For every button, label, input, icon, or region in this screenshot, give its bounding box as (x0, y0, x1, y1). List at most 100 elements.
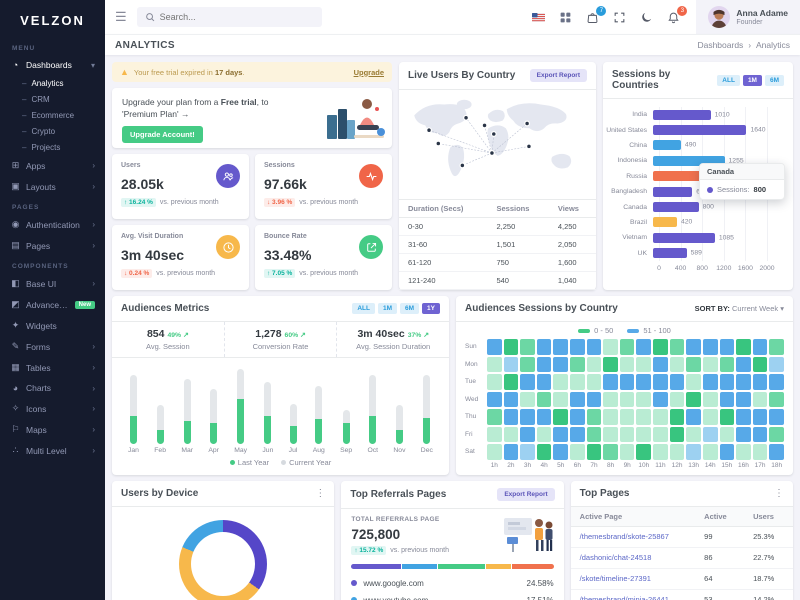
forms-icon: ✎ (11, 341, 20, 351)
heatmap-col-label: 16h (738, 461, 749, 469)
export-report-button[interactable]: Export Report (497, 487, 555, 501)
x-tick: Jun (262, 447, 274, 454)
kpi-avg-session: 854 49% ↗ Avg. Session (112, 322, 225, 357)
heatmap-cell (719, 374, 735, 390)
live-users-table: Duration (Secs) Sessions Views 0-30 2,250 4,… (399, 199, 596, 290)
heatmap-cell (769, 409, 784, 425)
tab-1y[interactable]: 1Y (422, 303, 440, 314)
x-tick: Sep (340, 447, 353, 454)
page-link[interactable]: /skote/timeline-27391 (579, 574, 651, 583)
export-report-button[interactable]: Export Report (529, 69, 587, 82)
tab-6m[interactable]: 6M (764, 74, 784, 86)
heatmap-cell (636, 409, 652, 425)
sidebar-item-pages[interactable]: ▤ Pages › (0, 235, 105, 256)
tab-all[interactable]: ALL (717, 74, 740, 86)
page-link[interactable]: /themesbrand/skote-25867 (579, 532, 669, 541)
page-link[interactable]: /dashonic/chat-24518 (579, 553, 652, 562)
search-input[interactable] (159, 12, 314, 22)
fullscreen-icon[interactable] (613, 11, 626, 24)
breadcrumb-current: Analytics (755, 40, 790, 50)
heatmap-cell (586, 409, 602, 425)
card-menu-icon[interactable]: ⋮ (315, 487, 326, 499)
referral-site[interactable]: www.google.com (363, 578, 424, 588)
sidebar-item-dashboards[interactable]: ◔ Dashboards ▾ (0, 55, 105, 75)
bar: 1010 (653, 109, 730, 120)
stacked-bar-jan: Jan (128, 375, 139, 454)
heatmap-cell (603, 391, 618, 407)
upgrade-account-button[interactable]: Upgrade Account! (122, 125, 203, 143)
dark-mode-moon-icon[interactable] (640, 11, 653, 24)
submenu-dash-icon: – (22, 110, 27, 120)
tab-all[interactable]: ALL (352, 303, 375, 314)
sidebar-item-widgets[interactable]: ✦ Widgets (0, 315, 105, 336)
sidebar-item-advance-ui[interactable]: ◩ Advance UI New (0, 294, 105, 315)
sidebar-item-crypto[interactable]: – Crypto (0, 123, 105, 139)
page-link[interactable]: /themesbrand/minia-26441 (579, 595, 669, 600)
stacked-bar-jun: Jun (262, 381, 274, 454)
chevron-right-icon: › (92, 279, 95, 288)
stat-card-avg-visit-duration: Avg. Visit Duration 3m 40sec ↓ 0.24 % vs. p… (112, 225, 249, 290)
sidebar-item-label: Base UI (26, 278, 57, 289)
sidebar-item-apps[interactable]: ⊞ Apps › (0, 155, 105, 176)
heatmap-row-label: Mon (465, 360, 478, 368)
sidebar-item-tables[interactable]: ▦ Tables › (0, 357, 105, 378)
users-percent: 25.3% (744, 526, 793, 548)
current-year-segment (264, 381, 272, 416)
cart-icon[interactable]: 7 (586, 5, 607, 24)
sidebar-item-multi-level[interactable]: ∴ Multi Level › (0, 440, 105, 461)
active-count: 99 (695, 526, 745, 548)
language-flag-icon[interactable] (532, 11, 546, 24)
heatmap-cell (487, 426, 502, 442)
sidebar-item-maps[interactable]: ⚐ Maps › (0, 419, 105, 440)
heatmap-cell (636, 356, 652, 372)
notifications-bell-icon[interactable]: 3 (667, 5, 688, 24)
breadcrumb-parent[interactable]: Dashboards (697, 40, 744, 50)
table-cell: 4,250 (548, 217, 596, 236)
sidebar-item-layouts[interactable]: ▣ Layouts › (0, 176, 105, 197)
tab-6m[interactable]: 6M (400, 303, 420, 314)
tab-1m[interactable]: 1M (377, 303, 398, 314)
sidebar-item-charts[interactable]: ◕ Charts › (0, 378, 105, 398)
bar-row-canada: Canada 800 (603, 199, 793, 214)
last-year-segment (129, 415, 137, 444)
user-menu[interactable]: Anna Adame Founder (696, 0, 800, 34)
bar: 589 (653, 248, 702, 259)
referrals-illustration (502, 515, 556, 556)
sidebar-item-authentication[interactable]: ◉ Authentication › (0, 214, 105, 235)
bar-row-brazil: Brazil 420 (603, 215, 793, 230)
notifications-badge: 3 (677, 5, 688, 16)
site-dot (351, 580, 358, 586)
stacked-bar-oct: Oct (368, 375, 378, 454)
heatmap-cell (619, 356, 635, 372)
heatmap-cell (769, 391, 784, 407)
sort-by-dropdown[interactable]: SORT BY: Current Week ▾ (694, 304, 784, 313)
hamburger-menu-icon[interactable]: ☰ (115, 9, 127, 24)
apps-grid-icon[interactable] (559, 11, 572, 24)
tab-1m[interactable]: 1M (742, 74, 762, 86)
upgrade-link[interactable]: Upgrade (353, 67, 384, 77)
sidebar-item-analytics[interactable]: – Analytics (0, 75, 105, 91)
delta-badge: ↑ 15.72 % (351, 545, 387, 555)
heatmap-cell (570, 374, 585, 390)
card-menu-icon[interactable]: ⋮ (773, 487, 784, 499)
bar-category-label: China (629, 141, 647, 149)
sidebar-item-crm[interactable]: – CRM (0, 91, 105, 107)
bar-track: 1640 (653, 125, 767, 136)
sidebar-item-base-ui[interactable]: ◧ Base UI › (0, 273, 105, 294)
heatmap-cell (636, 374, 652, 390)
last-year-segment (237, 398, 245, 444)
sidebar-item-forms[interactable]: ✎ Forms › (0, 336, 105, 357)
sidebar: VELZON MENU ◔ Dashboards ▾ – Analytics – CRM – Ec… (0, 0, 105, 600)
heatmap-cell (653, 444, 668, 460)
referral-site[interactable]: www.youtube.com (363, 595, 429, 600)
bar-track: 1010 (653, 109, 767, 120)
heatmap-cell (669, 374, 685, 390)
x-tick: 1600 (737, 264, 753, 272)
sidebar-item-icons[interactable]: ✧ Icons › (0, 398, 105, 419)
sidebar-item-ecommerce[interactable]: – Ecommerce (0, 107, 105, 123)
stat-card-sessions: Sessions 97.66k ↓ 3.96 % vs. previous month (255, 154, 392, 219)
bar-category-label: Canada (623, 203, 647, 211)
search-box[interactable] (136, 7, 322, 27)
sidebar-item-projects[interactable]: – Projects (0, 139, 105, 155)
topbar: ☰ 7 (105, 0, 800, 34)
